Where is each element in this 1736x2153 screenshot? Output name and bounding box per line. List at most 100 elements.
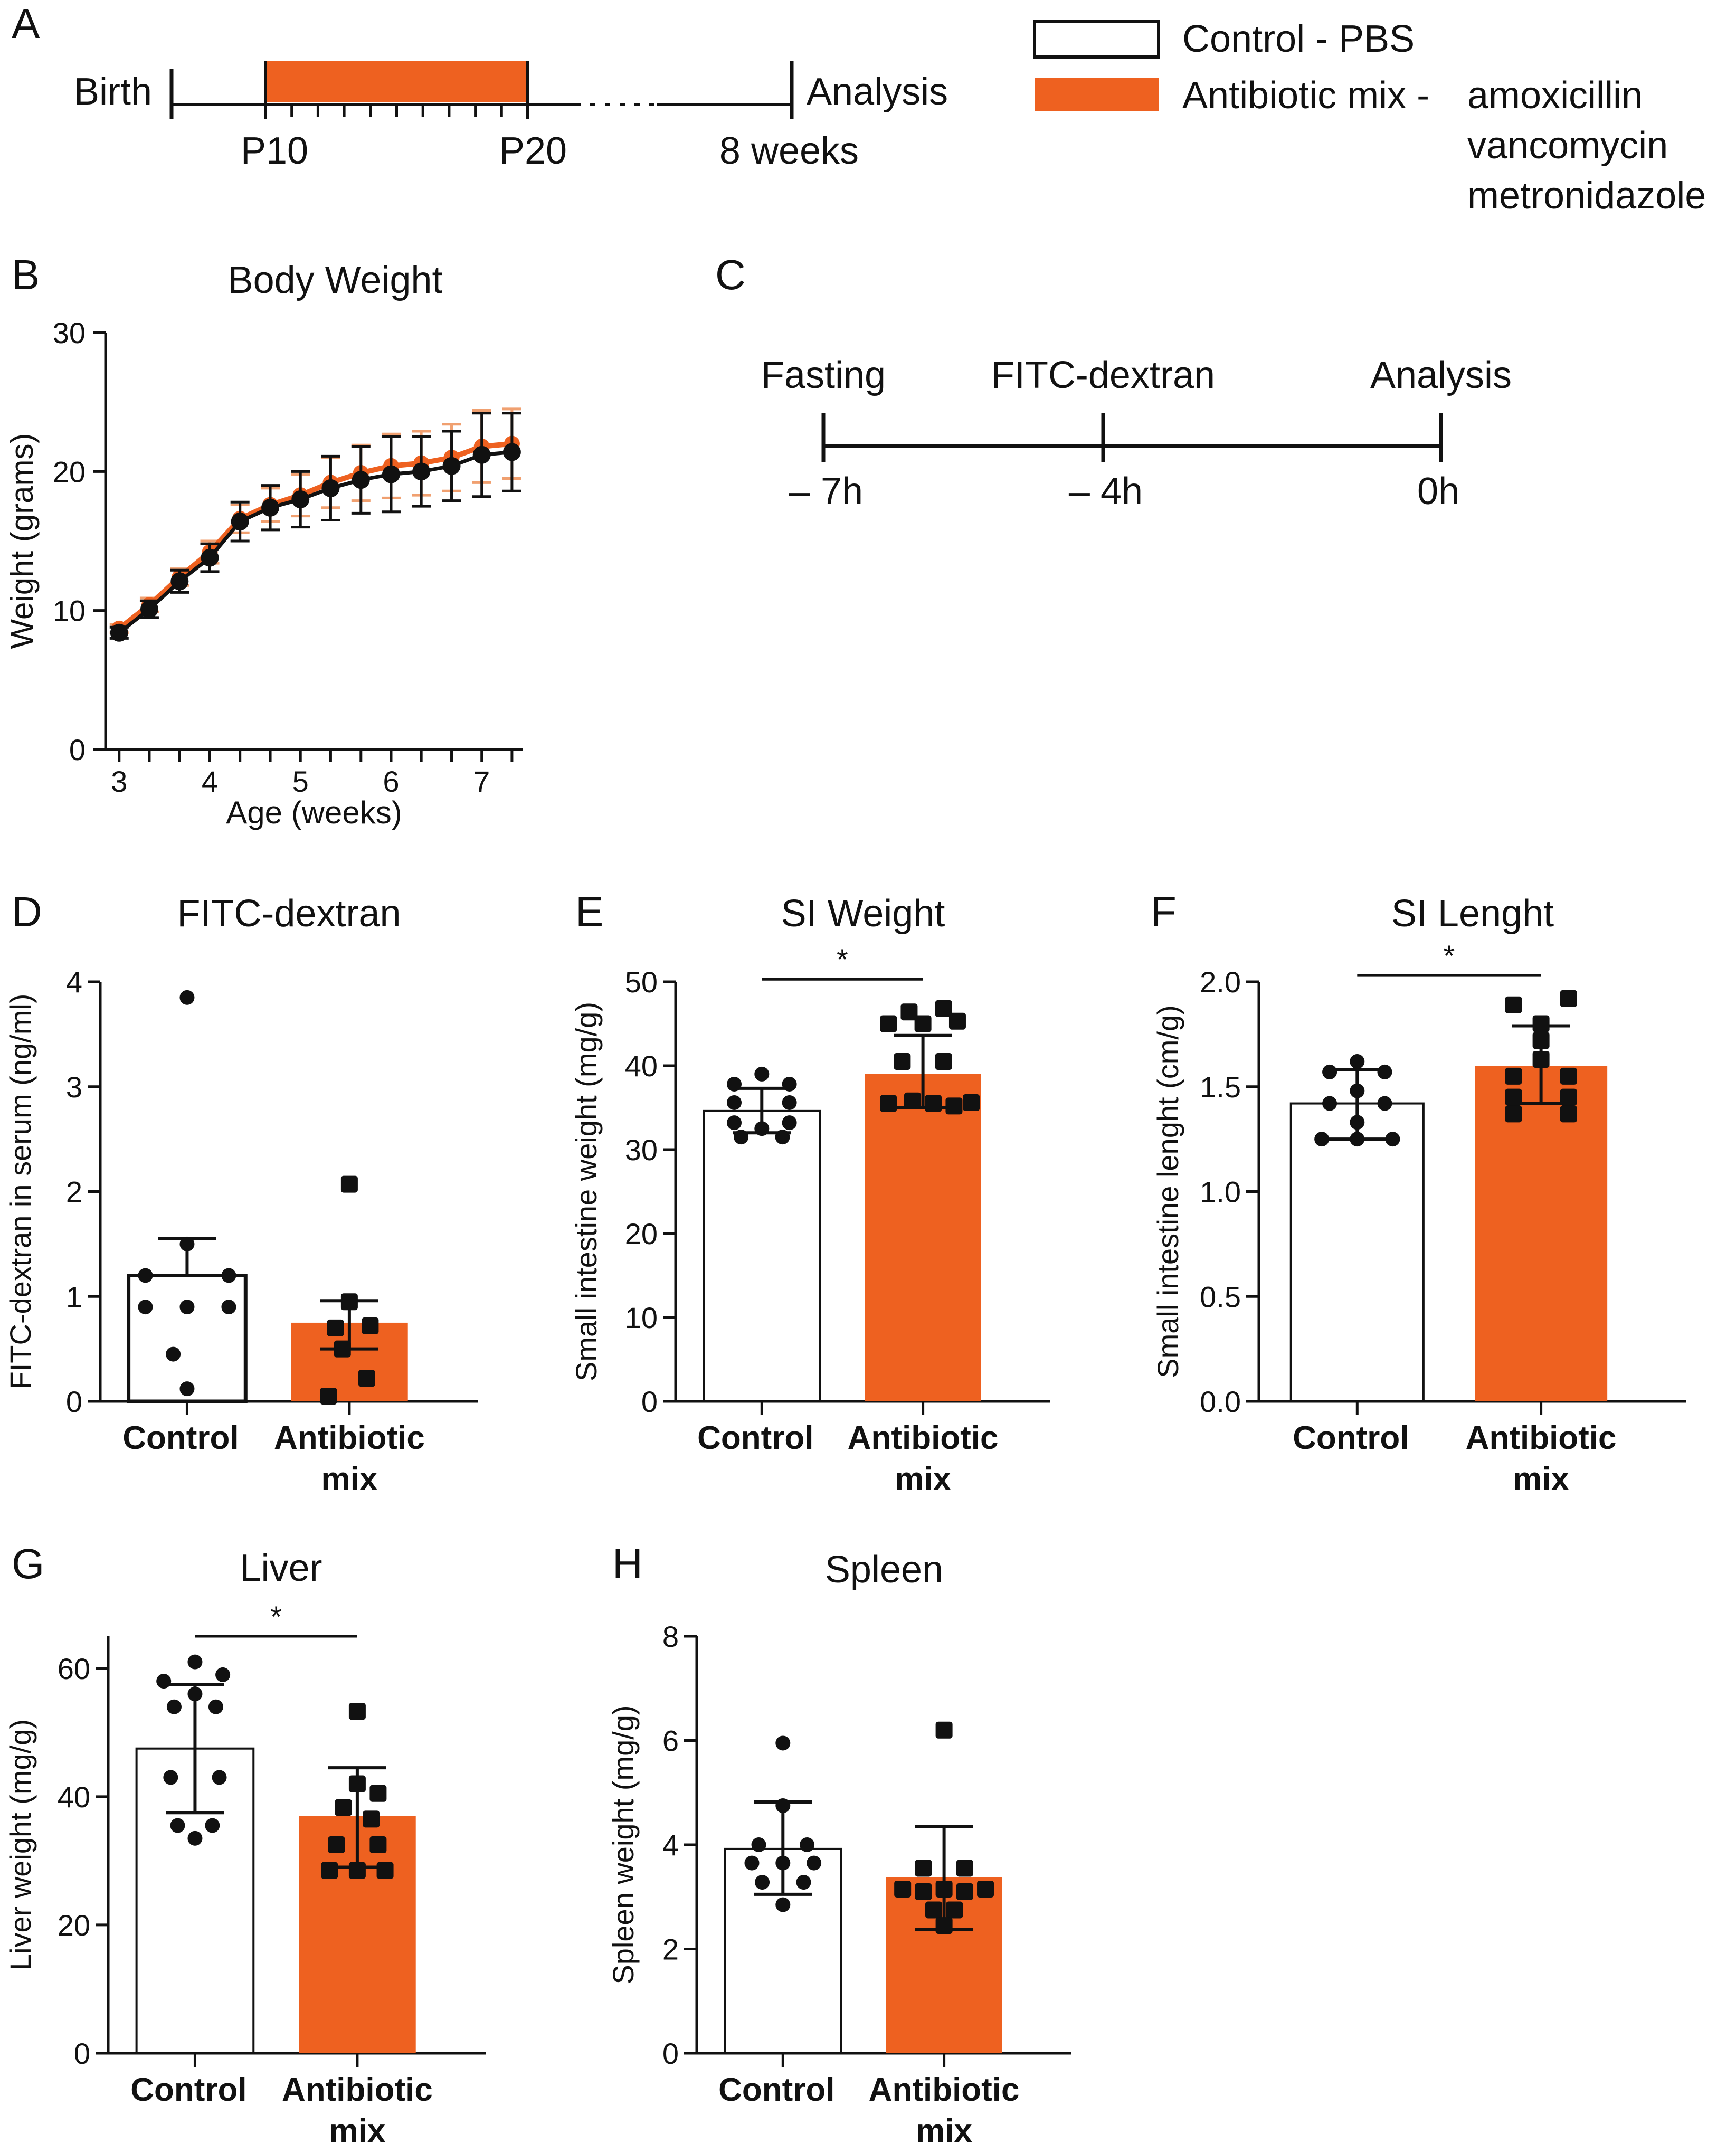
control-data-point: [179, 1236, 195, 1251]
antibiotic-data-point: [880, 1015, 897, 1032]
event-label-analysis: Analysis: [1370, 354, 1512, 396]
antibiotic-data-point: [1532, 1015, 1550, 1032]
control-data-point: [807, 1855, 822, 1871]
antibiotic-data-point: [935, 1721, 953, 1739]
y-tick-label: 30: [53, 316, 86, 349]
control-data-point: [163, 1770, 178, 1785]
antibiotic-data-point: [369, 1785, 387, 1802]
y-tick-label: 6: [662, 1724, 679, 1758]
y-axis-label: Small intestine lenght (cm/g): [1151, 1005, 1184, 1378]
control-data-point: [156, 1674, 172, 1689]
control-data-point: [201, 548, 219, 567]
legend: Control - PBS Antibiotic mix - amoxicill…: [1033, 18, 1706, 217]
treatment-window-bar: [265, 61, 528, 102]
antibiotic-data-point: [894, 1880, 912, 1898]
y-tick-label: 20: [58, 1909, 90, 1942]
antibiotic-data-point: [358, 1370, 375, 1387]
panel-letter-f: F: [1151, 888, 1177, 935]
y-tick-label: 3: [66, 1070, 82, 1104]
body-weight-chart: Body Weight 0 10 20 30 3 4 5 6 7 Age (weeks) Weight…: [4, 259, 523, 830]
timeline-end-label: 8 weeks: [719, 130, 859, 172]
y-tick-label: 2: [66, 1175, 82, 1209]
antibiotic-data-point: [894, 1053, 911, 1070]
antibiotic-data-point: [1505, 1088, 1522, 1106]
control-data-point: [138, 1268, 153, 1283]
control-data-point: [775, 1130, 790, 1145]
y-tick-label: 0.5: [1200, 1280, 1241, 1313]
control-data-point: [1377, 1096, 1392, 1111]
y-tick-label: 0.0: [1200, 1385, 1241, 1418]
event-time-fasting: – 7h: [789, 470, 863, 513]
timeline-p20-label: P20: [499, 130, 567, 172]
category-label-antibiotic: mix: [916, 2113, 972, 2149]
panel-letter-e: E: [575, 888, 603, 935]
y-tick-label: 0: [69, 733, 86, 766]
antibiotic-data-point: [1560, 1088, 1577, 1106]
category-label-antibiotic: mix: [321, 1461, 377, 1497]
control-data-point: [727, 1095, 742, 1110]
legend-drug-2: vancomycin: [1467, 125, 1668, 167]
antibiotic-data-point: [900, 1003, 918, 1021]
control-data-point: [1350, 1054, 1365, 1069]
category-label-antibiotic: Antibiotic: [1466, 1420, 1617, 1456]
liver-chart: Liver 0 20 40 60 Liver weight (mg/g) Control An…: [4, 1547, 486, 2149]
control-bar: [703, 1109, 821, 1403]
control-data-point: [170, 1818, 185, 1833]
antibiotic-data-point: [1505, 1067, 1522, 1085]
category-label-control: Control: [122, 1420, 239, 1456]
category-label-antibiotic: Antibiotic: [869, 2072, 1020, 2108]
control-data-point: [727, 1076, 742, 1092]
antibiotic-data-point: [348, 1703, 366, 1720]
significance-star: *: [837, 943, 848, 976]
antibiotic-data-point: [956, 1860, 973, 1877]
event-label-fasting: Fasting: [761, 354, 886, 396]
category-label-antibiotic: mix: [329, 2113, 385, 2149]
control-data-point: [782, 1095, 797, 1110]
antibiotic-data-point: [1560, 990, 1577, 1007]
control-data-point: [187, 1686, 203, 1702]
event-time-fitc-dextran: – 4h: [1069, 470, 1143, 513]
control-data-point: [221, 1300, 236, 1315]
control-data-point: [138, 1300, 153, 1315]
control-data-point: [1322, 1096, 1337, 1111]
antibiotic-data-point: [1532, 1032, 1550, 1049]
antibiotic-data-point: [1505, 1105, 1522, 1123]
control-data-point: [179, 1300, 195, 1315]
antibiotic-data-point: [340, 1175, 358, 1193]
spleen-chart: Spleen 0 2 4 6 8 Spleen weight (mg/g) Control An…: [606, 1549, 1071, 2149]
y-tick-label: 50: [625, 965, 658, 999]
y-axis-label: Weight (grams): [4, 433, 40, 649]
y-axis-label: Liver weight (mg/g): [4, 1719, 37, 1970]
event-time-analysis: 0h: [1417, 470, 1459, 513]
control-data-point: [205, 1818, 220, 1833]
antibiotic-data-point: [935, 1053, 952, 1070]
control-data-point: [215, 1667, 231, 1682]
y-tick-label: 8: [662, 1620, 679, 1653]
category-label-control: Control: [697, 1420, 813, 1456]
control-data-point: [1385, 1132, 1400, 1147]
antibiotic-data-point: [948, 1012, 966, 1030]
control-data-point: [291, 490, 310, 508]
antibiotic-data-point: [904, 1092, 921, 1109]
y-axis-label: Spleen weight (mg/g): [606, 1705, 640, 1984]
category-label-antibiotic: Antibiotic: [274, 1420, 425, 1456]
control-data-point: [1350, 1115, 1365, 1130]
antibiotic-data-point: [363, 1810, 380, 1828]
control-data-point: [1377, 1064, 1392, 1079]
control-data-point: [744, 1855, 760, 1871]
control-bar: [1289, 1102, 1425, 1403]
antibiotic-data-point: [320, 1388, 337, 1405]
antibiotic-data-point: [945, 1097, 963, 1115]
y-tick-label: 0: [641, 1385, 658, 1418]
y-tick-label: 0: [74, 2037, 90, 2070]
category-label-control: Control: [130, 2072, 246, 2108]
antibiotic-data-point: [1505, 996, 1522, 1013]
category-label-antibiotic: mix: [1513, 1461, 1569, 1497]
chart-title: Body Weight: [228, 259, 443, 301]
y-tick-label: 10: [625, 1301, 658, 1334]
control-data-point: [782, 1115, 797, 1131]
category-label-antibiotic: Antibiotic: [848, 1420, 999, 1456]
control-data-point: [1314, 1132, 1330, 1147]
antibiotic-data-point: [925, 1095, 942, 1112]
